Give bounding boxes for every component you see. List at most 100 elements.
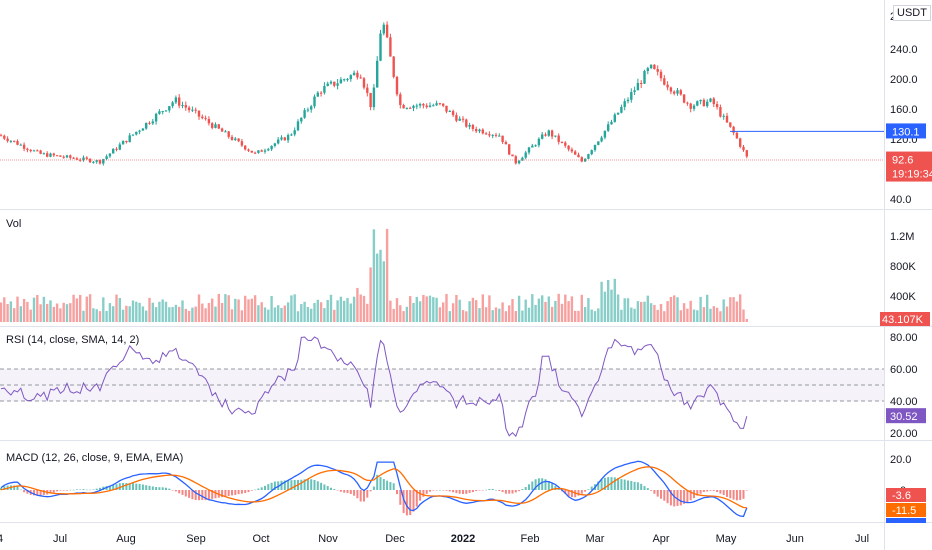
candle-body bbox=[686, 102, 689, 104]
volume-bar bbox=[461, 310, 465, 322]
macd-hist-bar bbox=[349, 490, 352, 494]
signal-badge bbox=[886, 518, 926, 523]
macd-hist-bar bbox=[689, 490, 692, 501]
macd-hist-bar bbox=[567, 490, 570, 497]
candle-body bbox=[603, 130, 607, 138]
volume-bar bbox=[211, 298, 214, 322]
macd-hist-bar bbox=[188, 490, 191, 498]
macd-title: MACD (12, 26, close, 9, EMA, EMA) bbox=[6, 452, 184, 464]
candle-body bbox=[699, 99, 702, 102]
macd-hist-bar bbox=[504, 490, 507, 494]
time-tick: Apr bbox=[652, 533, 669, 545]
volume-bar bbox=[376, 253, 379, 322]
macd-hist-bar bbox=[270, 482, 273, 490]
volume-pane[interactable] bbox=[0, 228, 748, 322]
macd-hist-bar bbox=[580, 490, 583, 494]
volume-bar bbox=[283, 305, 286, 322]
volume-bar bbox=[9, 301, 13, 322]
volume-bar bbox=[286, 302, 290, 322]
macd-hist-bar bbox=[696, 490, 699, 496]
candle-body bbox=[445, 105, 448, 112]
volume-bar bbox=[79, 294, 82, 322]
candle-body bbox=[257, 150, 260, 153]
macd-hist-bar bbox=[313, 479, 316, 490]
currency-label[interactable]: USDT bbox=[893, 5, 931, 21]
volume-bar bbox=[646, 295, 649, 322]
candle-body bbox=[273, 143, 277, 146]
volume-bar bbox=[131, 300, 135, 322]
macd-hist-bar bbox=[237, 490, 240, 495]
volume-bar bbox=[689, 300, 692, 322]
volume-bar bbox=[409, 296, 412, 322]
macd-hist-bar bbox=[534, 479, 537, 490]
time-tick: Dec bbox=[385, 533, 405, 545]
volume-bar bbox=[204, 308, 207, 322]
rsi-pane[interactable] bbox=[0, 336, 884, 438]
volume-bar bbox=[692, 309, 696, 322]
candle-body bbox=[600, 137, 603, 142]
price-tick: 240.0 bbox=[890, 44, 918, 56]
macd-hist-bar bbox=[716, 490, 719, 493]
time-tick: Jun bbox=[786, 533, 804, 545]
volume-bar bbox=[171, 307, 174, 322]
signal-line bbox=[0, 466, 747, 509]
candle-body bbox=[151, 121, 154, 124]
candle-body bbox=[118, 144, 121, 150]
volume-bar bbox=[385, 228, 389, 322]
candle-body bbox=[564, 142, 567, 146]
candle-body bbox=[702, 99, 706, 107]
candle-body bbox=[326, 83, 329, 87]
volume-bar bbox=[85, 296, 88, 322]
macd-hist-bar bbox=[207, 490, 210, 500]
macd-hist-bar bbox=[742, 490, 745, 499]
macd-hist-bar bbox=[287, 480, 290, 490]
volume-bar bbox=[201, 303, 204, 322]
time-tick: Jul bbox=[53, 533, 67, 545]
macd-hist-bar bbox=[709, 490, 712, 491]
macd-hist-bar bbox=[719, 490, 722, 494]
volume-bar bbox=[659, 303, 663, 322]
volume-bar bbox=[158, 301, 161, 322]
price-pane[interactable] bbox=[0, 21, 884, 166]
candle-body bbox=[65, 155, 69, 158]
candle-body bbox=[399, 94, 402, 106]
macd-hist-bar bbox=[369, 490, 372, 492]
candle-body bbox=[336, 83, 339, 86]
candle-body bbox=[280, 137, 283, 140]
candle-body bbox=[187, 107, 191, 111]
volume-bar bbox=[686, 308, 689, 322]
macd-hist-bar bbox=[508, 490, 511, 494]
candle-body bbox=[181, 105, 184, 107]
candle-body bbox=[468, 124, 471, 127]
macd-hist-bar bbox=[722, 490, 725, 496]
candle-body bbox=[161, 111, 164, 113]
macd-hist-bar bbox=[663, 490, 666, 501]
volume-bar bbox=[603, 291, 607, 322]
macd-hist-bar bbox=[178, 490, 181, 494]
time-tick: Mar bbox=[586, 533, 605, 545]
volume-title: Vol bbox=[6, 218, 22, 230]
macd-hist-bar bbox=[551, 483, 554, 490]
macd-hist-bar bbox=[339, 490, 342, 492]
volume-bar bbox=[19, 306, 22, 322]
macd-hist-bar bbox=[346, 490, 349, 494]
candle-body bbox=[260, 150, 263, 152]
candle-body bbox=[174, 97, 178, 103]
candle-body bbox=[214, 124, 217, 128]
macd-hist-bar bbox=[26, 490, 29, 494]
macd-hist-bar bbox=[145, 485, 148, 490]
macd-hist-bar bbox=[498, 490, 501, 491]
price-tick: 40.0 bbox=[890, 194, 911, 206]
macd-pane[interactable] bbox=[0, 460, 748, 518]
candle-body bbox=[59, 155, 62, 157]
last-volume-badge bbox=[880, 312, 930, 326]
candle-body bbox=[39, 150, 42, 154]
volume-bar bbox=[88, 294, 92, 322]
macd-hist-bar bbox=[475, 490, 478, 492]
volume-bar bbox=[82, 310, 85, 322]
candle-body bbox=[547, 130, 550, 136]
candle-body bbox=[442, 103, 445, 106]
candle-body bbox=[636, 82, 640, 91]
volume-bar bbox=[468, 301, 471, 322]
